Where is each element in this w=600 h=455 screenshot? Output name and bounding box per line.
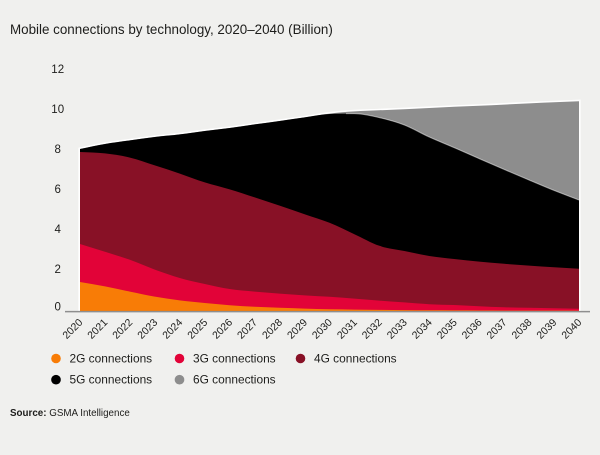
svg-text:6G connections: 6G connections (193, 373, 276, 387)
svg-text:4: 4 (54, 224, 61, 236)
svg-text:12: 12 (51, 64, 64, 76)
svg-text:Source: GSMA Intelligence: Source: GSMA Intelligence (10, 408, 130, 419)
svg-text:2G connections: 2G connections (70, 352, 153, 366)
svg-text:0: 0 (54, 301, 60, 313)
svg-text:6: 6 (54, 184, 60, 196)
svg-text:8: 8 (54, 144, 60, 156)
svg-text:10: 10 (51, 104, 64, 116)
svg-text:5G connections: 5G connections (70, 373, 153, 387)
svg-text:Mobile connections by technolo: Mobile connections by technology, 2020–2… (10, 22, 333, 37)
svg-text:2: 2 (54, 264, 60, 276)
svg-text:4G connections: 4G connections (314, 352, 397, 366)
svg-text:3G connections: 3G connections (193, 352, 276, 366)
